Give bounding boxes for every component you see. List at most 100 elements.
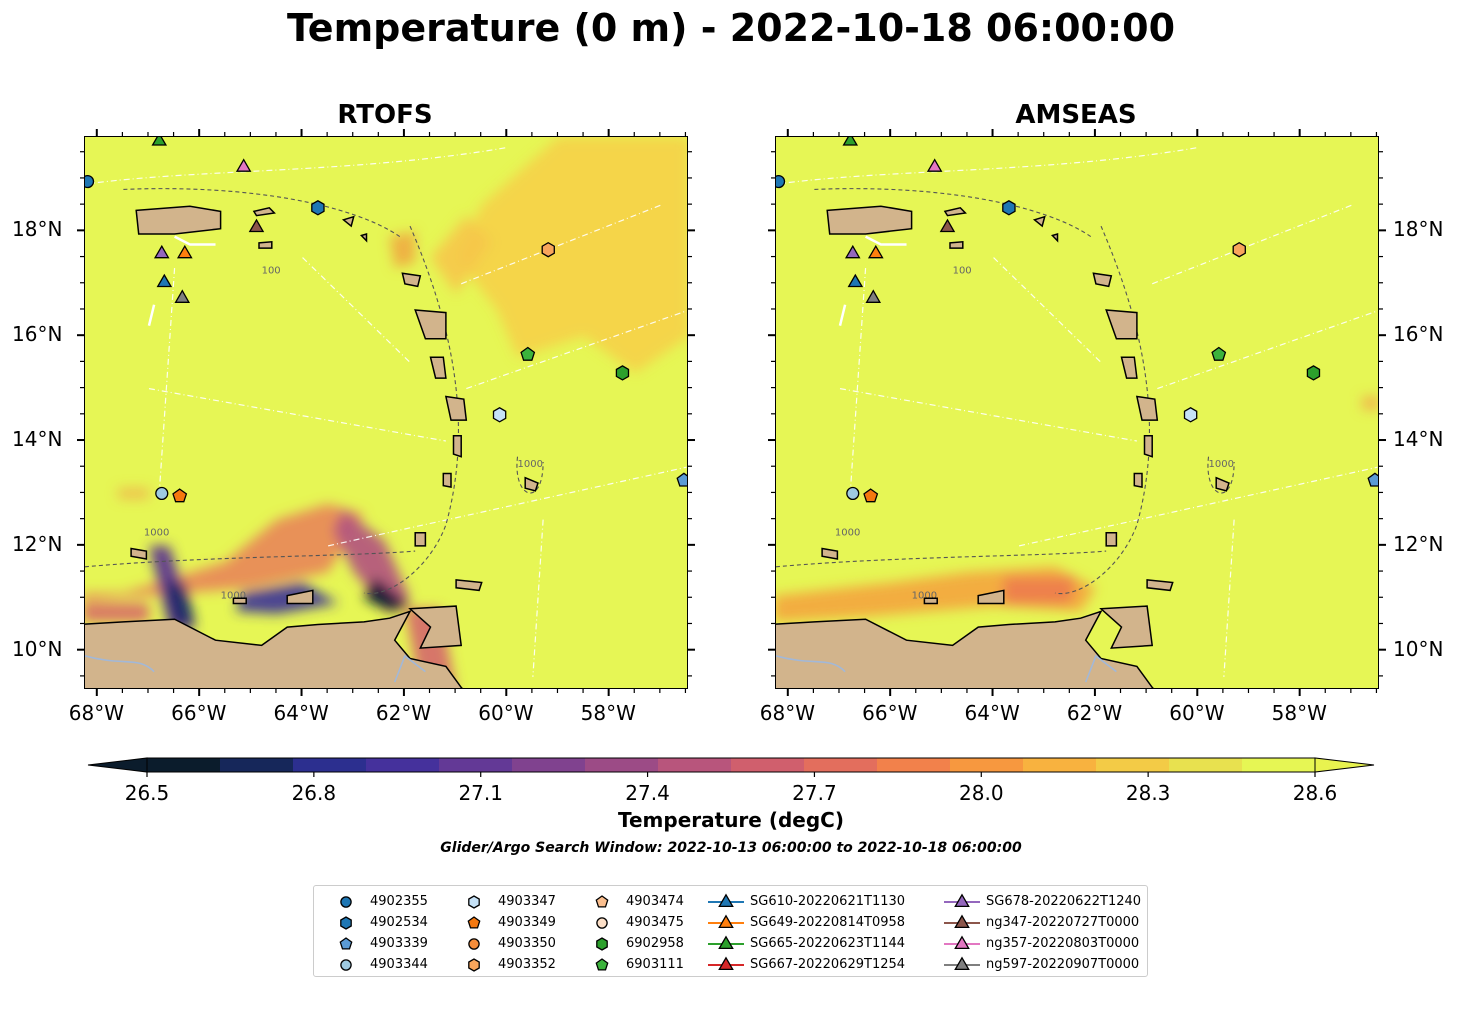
colorbar-frame	[146, 757, 1316, 773]
colorbar-segment	[950, 758, 1024, 772]
marker-ng357-20220803t0000	[235, 158, 252, 172]
marker-ng347-20220727t0000	[248, 218, 265, 233]
legend-marker	[718, 935, 734, 950]
legend-marker	[340, 916, 352, 930]
island	[408, 605, 463, 649]
rivers	[776, 654, 1117, 683]
marker-4903339	[1367, 472, 1378, 487]
legend-label: 4903344	[370, 957, 428, 972]
lon-tick-label: 66°W	[171, 701, 227, 725]
legend-symbol	[468, 895, 480, 909]
island	[1051, 232, 1059, 243]
panel-title-rtofs: RTOFS	[337, 100, 433, 130]
island	[1092, 272, 1113, 288]
island	[1143, 435, 1153, 458]
lat-tick-label: 18°N	[12, 217, 63, 242]
legend-label: 4903347	[498, 894, 556, 909]
island	[923, 597, 938, 605]
colorbar-segment	[1242, 758, 1316, 772]
south-america-landmass	[85, 610, 463, 688]
lat-tick-label: 12°N	[1393, 531, 1444, 556]
contour-label: 1000	[221, 590, 246, 601]
legend-marker	[468, 895, 480, 909]
legend-marker	[595, 895, 609, 908]
marker-sg610-20220621t1130	[847, 273, 864, 288]
legend-symbol	[595, 895, 609, 908]
legend-label: 4902534	[370, 915, 428, 930]
marker-6903111	[1211, 346, 1227, 361]
marker-4903347	[492, 407, 507, 423]
colorbar-segment	[1169, 758, 1243, 772]
marker-6902958	[1306, 365, 1321, 381]
search-window-note: Glider/Argo Search Window: 2022-10-13 06…	[440, 840, 1022, 856]
island	[821, 547, 839, 560]
legend-symbol	[944, 956, 980, 971]
marker-4902534	[1002, 200, 1016, 216]
lon-tick-label: 60°W	[478, 701, 534, 725]
legend-marker	[954, 956, 970, 971]
eez-boundary-lines	[776, 146, 1378, 677]
lat-tick-label: 16°N	[12, 322, 63, 347]
legend-label: SG649-20220814T0958	[750, 915, 906, 930]
island	[1146, 579, 1174, 592]
legend-marker	[954, 935, 970, 950]
colorbar-segment	[366, 758, 440, 772]
colorbar-segment	[220, 758, 294, 772]
island	[826, 205, 913, 235]
island	[949, 240, 964, 249]
marker-4902534	[311, 200, 325, 216]
island	[414, 309, 447, 340]
colorbar-segment	[1023, 758, 1097, 772]
lat-tick-label: 12°N	[12, 531, 63, 556]
legend-marker	[596, 917, 608, 929]
marker-sg610-20220621t1130	[156, 273, 173, 288]
marker-sg678-20220622t1240	[844, 244, 861, 259]
colorbar-tick-label: 27.1	[458, 781, 503, 805]
colorbar-segment	[658, 758, 732, 772]
contour-label: 1000	[144, 527, 169, 538]
legend-symbol	[595, 958, 609, 971]
legend-label: SG667-20220629T1254	[750, 957, 906, 972]
temperature-anomaly-field	[776, 396, 1378, 622]
legend-label: 4902355	[370, 894, 428, 909]
colorbar-segment	[731, 758, 805, 772]
legend-marker	[595, 958, 609, 971]
legend-symbol	[340, 896, 352, 908]
marker-4902355	[85, 174, 95, 189]
colorbar-tick-label: 26.5	[124, 781, 170, 805]
legend-marker	[340, 896, 352, 908]
contour-label: 1000	[912, 590, 937, 601]
legend-marker	[954, 914, 970, 929]
lon-tick-label: 68°W	[759, 701, 816, 725]
legend-label: SG610-20220621T1130	[750, 894, 906, 909]
legend-label: 4903475	[626, 915, 684, 930]
marker-4903349	[863, 488, 879, 503]
marker-6903111	[520, 346, 536, 361]
island	[1099, 605, 1154, 649]
island	[442, 472, 452, 489]
glider-tracks	[838, 235, 907, 326]
legend-marker	[718, 914, 734, 929]
colorbar-segment	[512, 758, 586, 772]
colorbar-segment	[804, 758, 878, 772]
bathymetry-contours	[85, 188, 544, 595]
island	[414, 531, 427, 547]
island	[341, 215, 355, 228]
lon-tick-label: 62°W	[375, 701, 432, 725]
island	[232, 597, 247, 605]
island	[1105, 309, 1138, 340]
island	[130, 547, 148, 560]
legend-marker	[718, 956, 734, 971]
legend-label: ng357-20220803T0000	[986, 936, 1140, 951]
legend-label: 6902958	[626, 936, 684, 951]
legend-symbol	[944, 914, 980, 929]
marker-sg665-20220623t1144	[151, 137, 168, 146]
island	[401, 272, 422, 288]
eez-boundary-lines	[85, 146, 687, 677]
lat-tick-label: 14°N	[12, 427, 63, 452]
colorbar	[87, 757, 1375, 777]
island	[455, 579, 483, 592]
marker-4903352	[1232, 241, 1246, 258]
island	[252, 206, 276, 217]
island	[524, 476, 539, 492]
